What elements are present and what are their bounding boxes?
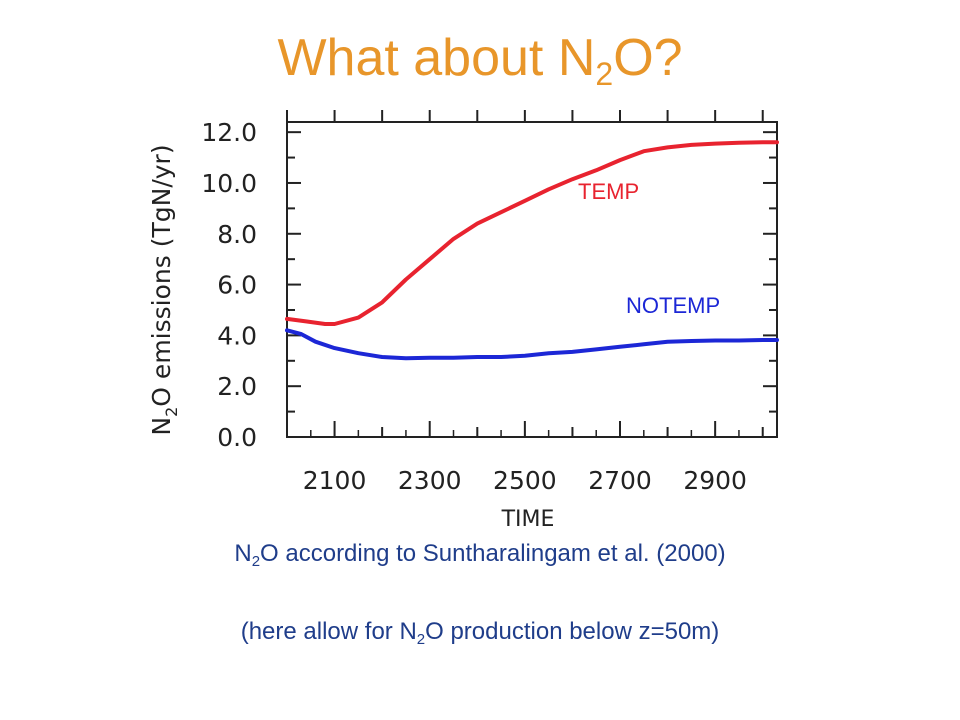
- caption-1-prefix: N: [234, 540, 252, 567]
- y-axis-label: N2O emissions (TgN/yr): [147, 144, 181, 435]
- title-subscript: 2: [595, 56, 614, 92]
- title-text: What about N: [277, 29, 596, 87]
- y-tick-label: 8.0: [217, 220, 257, 249]
- caption-citation: N2O according to Suntharalingam et al. (…: [0, 540, 960, 570]
- caption-1-subscript: 2: [251, 553, 261, 570]
- y-axis-label-subscript: 2: [162, 407, 181, 417]
- plot-area: 0.0 2.0 4.0 6.0 8.0 10.0 12.0 2100 2300 2500 2700 2…: [201, 110, 779, 495]
- x-tick-label: 2500: [493, 466, 557, 495]
- y-tick-label: 4.0: [217, 321, 257, 350]
- plot-frame: [286, 121, 778, 438]
- x-tick-label: 2700: [588, 466, 652, 495]
- series-line-temp: [285, 140, 779, 326]
- caption-2-prefix: (here allow for N: [240, 618, 417, 645]
- caption-2-suffix: O production below z=50m): [425, 618, 720, 645]
- y-axis-label-suffix: O emissions (TgN/yr): [147, 144, 176, 406]
- y-tick-label: 12.0: [201, 118, 257, 147]
- caption-2-subscript: 2: [416, 631, 426, 648]
- series-line-notemp: [285, 328, 779, 361]
- series-label-temp: TEMP: [578, 179, 639, 204]
- x-tick-label: 2100: [303, 466, 367, 495]
- caption-note: (here allow for N2O production below z=5…: [0, 618, 960, 648]
- caption-1-suffix: O according to Suntharalingam et al. (20…: [260, 540, 726, 567]
- y-tick-label: 2.0: [217, 372, 257, 401]
- title-text-end: O?: [613, 29, 683, 87]
- y-tick-label: 6.0: [217, 271, 257, 300]
- y-tick-label: 10.0: [201, 169, 257, 198]
- x-tick-label: 2900: [683, 466, 747, 495]
- slide-title: What about N2O?: [0, 28, 960, 93]
- series-label-notemp: NOTEMP: [626, 293, 720, 318]
- x-axis-label: TIME: [501, 507, 555, 532]
- y-axis-label-prefix: N: [147, 417, 176, 436]
- y-tick-label: 0.0: [217, 423, 257, 452]
- svg-text:N2O emissions (TgN/yr): N2O emissions (TgN/yr): [147, 144, 181, 435]
- x-tick-label: 2300: [398, 466, 462, 495]
